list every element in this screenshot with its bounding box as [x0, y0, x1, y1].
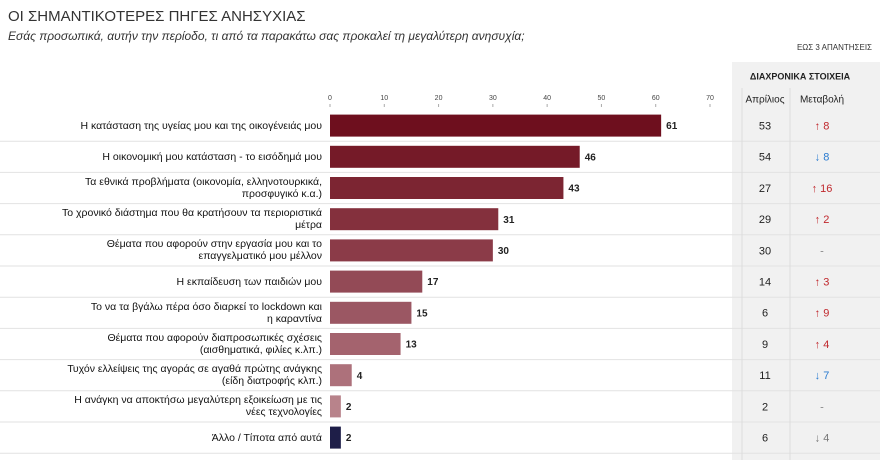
x-tick-label: 30: [489, 95, 497, 102]
category-label: Η εκπαίδευση των παιδιών μου: [176, 275, 322, 288]
column-header: Απρίλιος: [745, 94, 784, 106]
april-value: 29: [759, 214, 771, 226]
bar: [330, 301, 412, 324]
category-label: Η οικονομική μου κατάσταση - το εισόδημά…: [102, 150, 322, 163]
value-label: 30: [498, 246, 510, 257]
change-value: ↓ 7: [815, 370, 830, 382]
x-tick-label: 60: [652, 95, 660, 102]
april-value: 54: [759, 152, 771, 164]
april-value: 14: [759, 277, 771, 289]
table-title: ΔΙΑΧΡΟΝΙΚΑ ΣΤΟΙΧΕΙΑ: [750, 71, 851, 81]
change-value: ↑ 2: [815, 214, 830, 226]
bar: [330, 208, 499, 231]
table-bg: [732, 62, 880, 460]
x-tick-label: 70: [706, 95, 714, 102]
x-tick-label: 10: [380, 95, 388, 102]
april-value: 53: [759, 121, 771, 133]
bar: [330, 364, 352, 387]
x-tick-label: 20: [435, 95, 443, 102]
category-label: Θέματα που αφορούν διαπροσωπικές σχέσεις…: [107, 332, 322, 356]
april-value: 30: [759, 245, 771, 257]
value-label: 17: [427, 277, 439, 288]
category-label: Το χρονικό διάστημα που θα κρατήσουν τα …: [61, 207, 322, 232]
bar: [330, 426, 341, 449]
bar: [330, 239, 493, 262]
change-value: ↑ 8: [815, 121, 830, 133]
change-value: ↑ 4: [815, 339, 830, 351]
category-label: Το να τα βγάλω πέρα όσο διαρκεί το lockd…: [90, 300, 322, 325]
note: ΕΩΣ 3 ΑΠΑΝΤΗΣΕΙΣ: [797, 43, 872, 52]
category-label: Άλλο / Τίποτα από αυτά: [211, 431, 322, 444]
category-label: Τυχόν ελλείψεις της αγοράς σε αγαθά πρώτ…: [67, 363, 322, 388]
change-value: -: [820, 245, 824, 257]
chart-subtitle: Εσάς προσωπικά, αυτήν την περίοδο, τι απ…: [8, 29, 525, 43]
x-tick-label: 40: [543, 95, 551, 102]
value-label: 15: [416, 308, 428, 319]
change-value: ↑ 3: [815, 277, 830, 289]
change-value: ↑ 9: [815, 308, 830, 320]
value-label: 2: [346, 402, 352, 413]
april-value: 2: [762, 401, 768, 413]
value-label: 46: [585, 152, 597, 163]
april-value: 27: [759, 183, 771, 195]
change-value: -: [820, 401, 824, 413]
category-label: Θέματα που αφορούν στην εργασία μου και …: [106, 238, 322, 263]
category-label: Η κατάσταση της υγείας μου και της οικογ…: [80, 119, 322, 132]
change-value: ↓ 4: [815, 433, 830, 445]
bar: [330, 145, 580, 168]
bar: [330, 177, 564, 199]
change-value: ↑ 16: [812, 183, 833, 195]
april-value: 6: [762, 433, 768, 445]
value-label: 31: [503, 215, 515, 226]
april-value: 6: [762, 308, 768, 320]
bar: [330, 114, 662, 137]
value-label: 13: [406, 340, 418, 351]
bar: [330, 333, 401, 355]
april-value: 9: [762, 339, 768, 351]
value-label: 61: [666, 121, 678, 132]
category-label: Η ανάγκη να αποκτήσω μεγαλύτερη εξοικείω…: [74, 394, 322, 419]
change-value: ↓ 8: [815, 152, 830, 164]
value-label: 43: [568, 184, 580, 195]
bar: [330, 395, 341, 418]
column-header: Μεταβολή: [800, 94, 844, 106]
chart-title: ΟΙ ΣΗΜΑΝΤΙΚΟΤΕΡΕΣ ΠΗΓΕΣ ΑΝΗΣΥΧΙΑΣ: [8, 8, 306, 25]
x-tick-label: 50: [598, 95, 606, 102]
value-label: 2: [346, 433, 352, 444]
category-label: Τα εθνικά προβλήματα (οικονομία, ελληνοτ…: [85, 176, 322, 200]
april-value: 11: [759, 370, 770, 382]
x-tick-label: 0: [328, 95, 332, 102]
bar: [330, 270, 423, 293]
value-label: 4: [357, 371, 363, 382]
